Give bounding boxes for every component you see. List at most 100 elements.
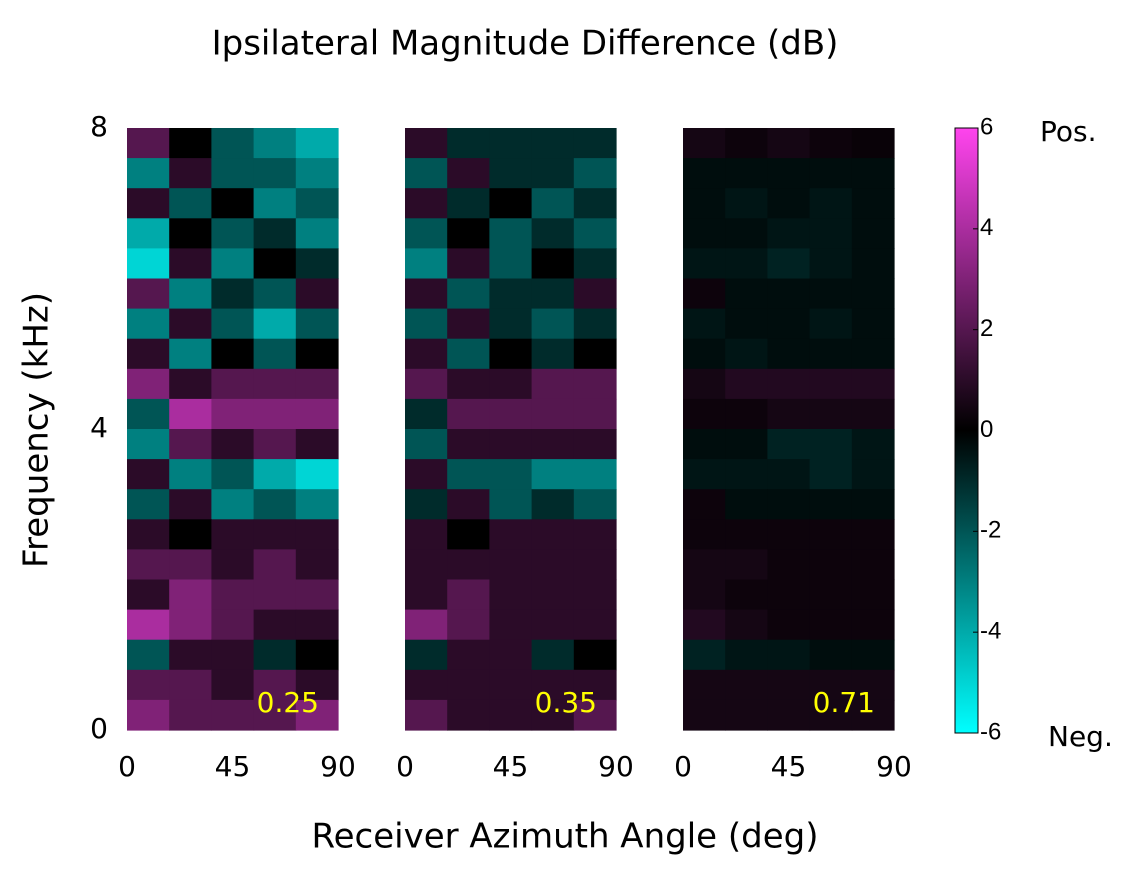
heatmap-cell [447,158,490,189]
heatmap-cell [295,218,339,249]
heatmap-cell [211,699,255,731]
heatmap-cell [169,639,212,671]
heatmap-cell [211,248,255,280]
heatmap-cell [851,609,895,641]
x-tick-label: 45 [215,750,251,783]
heatmap-cell [447,489,490,520]
heatmap-cell [573,519,617,550]
heatmap-cell [767,188,811,219]
heatmap-cell [169,398,212,430]
heatmap-cell [169,128,212,159]
heatmap-cell [447,338,490,370]
heatmap-cell [489,459,533,490]
heatmap-cell [851,579,895,611]
heatmap-cell [169,278,212,310]
heatmap-cell [531,308,575,340]
heatmap-cell [447,609,490,641]
heatmap-cell [253,549,297,581]
heatmap-cell [127,158,170,189]
heatmap-cell [253,278,297,310]
heatmap-cell [531,188,575,219]
heatmap-cell [573,278,617,310]
heatmap-cell [211,158,255,189]
heatmap-cell [851,459,895,490]
heatmap-cell [725,579,768,611]
heatmap-cell [725,218,768,249]
heatmap-cell [253,128,297,159]
heatmap-cell [405,459,448,490]
y-tick-label: 0 [90,712,108,745]
heatmap-cell [767,128,811,159]
heatmap-cell [573,218,617,249]
heatmap-cell [127,308,170,340]
heatmap-cell [531,579,575,611]
heatmap-cell [405,308,448,340]
heatmap-cell [447,519,490,550]
heatmap-cell [809,158,853,189]
heatmap-cell [127,639,170,671]
heatmap-cell [809,639,853,671]
heatmap-cell [169,158,212,189]
heatmap-cell [531,338,575,370]
heatmap-cell [295,398,339,430]
heatmap-cell [127,338,170,370]
heatmap-cell [169,699,212,731]
heatmap-cell [405,609,448,641]
heatmap-cell [809,549,853,581]
heatmap-cell [405,669,448,701]
heatmap-cell [725,158,768,189]
heatmap-cell [447,398,490,430]
heatmap-cell [531,158,575,189]
heatmap-cell [767,579,811,611]
heatmap-cell [767,699,811,731]
heatmap-cell [127,549,170,581]
heatmap-cell [253,308,297,340]
heatmap-cell [405,639,448,671]
heatmap-cell [809,699,853,731]
heatmap-cell [851,308,895,340]
heatmap-cell [809,218,853,249]
heatmap-cell [253,459,297,490]
heatmap-cell [725,368,768,400]
heatmap-cell [295,639,339,671]
heatmap-cell [211,669,255,701]
heatmap-cell [851,278,895,310]
heatmap-cell [851,248,895,280]
heatmap-cell [127,278,170,310]
heatmap-cell [851,188,895,219]
heatmap-cell [683,188,726,219]
heatmap-cell [211,398,255,430]
x-tick-label: 0 [674,750,692,783]
heatmap-cell [489,609,533,641]
heatmap-cell [489,278,533,310]
heatmap-cell [169,669,212,701]
heatmap-cell [211,429,255,460]
colorbar-tick-label: 0 [980,416,993,443]
heatmap-cell [295,609,339,641]
heatmap-cell [725,459,768,490]
heatmap-cell [683,128,726,159]
heatmap-cell [573,489,617,520]
heatmap-cell [295,128,339,159]
heatmap-cell [767,519,811,550]
heatmap-cell [127,188,170,219]
heatmap-cell [573,158,617,189]
heatmap-cell [295,248,339,280]
heatmap-cell [169,519,212,550]
heatmap-cell [531,519,575,550]
heatmap-cell [211,128,255,159]
heatmap-cell [573,338,617,370]
heatmap-cell [531,398,575,430]
x-tick-label: 90 [876,750,912,783]
heatmap-cell [253,609,297,641]
y-axis-label: Frequency (kHz) [17,292,57,568]
heatmap-cell [127,579,170,611]
heatmap-cell [725,128,768,159]
heatmap-cell [405,158,448,189]
heatmap-cell [489,128,533,159]
heatmap-cell [127,248,170,280]
heatmap-cell [683,248,726,280]
heatmap-cell [725,669,768,701]
heatmap-cell [253,338,297,370]
heatmap-cell [211,519,255,550]
